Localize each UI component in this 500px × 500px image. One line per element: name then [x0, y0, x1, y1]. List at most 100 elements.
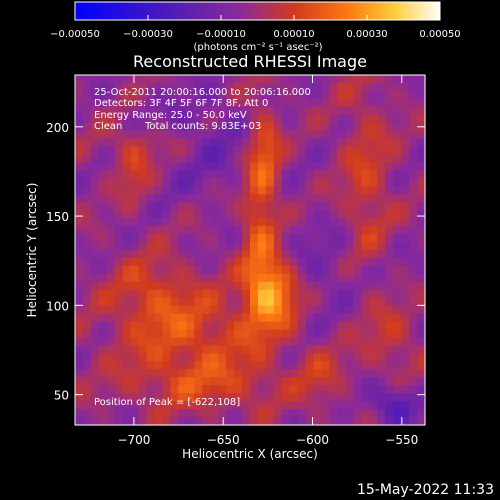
heatmap-cell: [202, 313, 211, 323]
heatmap-cell: [218, 242, 227, 251]
heatmap-cell: [297, 257, 307, 267]
heatmap-cell: [106, 98, 116, 108]
heatmap-cell: [138, 401, 148, 410]
heatmap-cell: [106, 202, 116, 211]
heatmap-cell: [162, 273, 172, 283]
heatmap-cell: [377, 337, 386, 347]
heatmap-cell: [329, 377, 339, 386]
heatmap-cell: [297, 385, 307, 394]
heatmap-cell: [393, 401, 402, 410]
heatmap-cell: [242, 273, 251, 283]
heatmap-cell: [289, 369, 299, 378]
heatmap-cell: [106, 210, 116, 219]
heatmap-cell: [385, 210, 394, 219]
heatmap-cell: [257, 130, 267, 140]
heatmap-cell: [114, 353, 124, 362]
heatmap-cell: [162, 353, 172, 362]
heatmap-cell: [409, 273, 418, 283]
heatmap-cell: [345, 257, 354, 267]
heatmap-cell: [393, 202, 402, 211]
heatmap-cell: [369, 210, 378, 219]
heatmap-cell: [321, 210, 331, 219]
heatmap-cell: [194, 321, 203, 331]
heatmap-cell: [337, 329, 347, 339]
heatmap-cell: [82, 122, 92, 132]
heatmap-cell: [210, 361, 219, 370]
heatmap-cell: [130, 409, 140, 418]
heatmap-cell: [409, 345, 418, 354]
heatmap-cell: [162, 297, 172, 307]
heatmap-cell: [273, 194, 283, 203]
heatmap-cell: [138, 154, 148, 164]
heatmap-cell: [329, 242, 339, 251]
heatmap-cell: [265, 98, 275, 108]
heatmap-cell: [250, 234, 259, 243]
heatmap-cell: [385, 162, 394, 172]
heatmap-cell: [289, 194, 299, 203]
heatmap-cell: [401, 377, 410, 386]
heatmap-cell: [385, 202, 394, 211]
heatmap-cell: [82, 313, 92, 323]
heatmap-cell: [401, 202, 410, 211]
heatmap-cell: [321, 186, 331, 195]
heatmap-cell: [234, 146, 243, 156]
heatmap-cell: [122, 98, 132, 108]
heatmap-cell: [289, 289, 299, 299]
heatmap-cell: [210, 106, 219, 116]
heatmap-cell: [393, 106, 402, 116]
heatmap-cell: [130, 194, 140, 203]
heatmap-cell: [329, 202, 339, 211]
heatmap-cell: [146, 90, 156, 100]
heatmap-cell: [273, 329, 283, 339]
heatmap-cell: [186, 186, 195, 195]
heatmap-cell: [210, 146, 219, 156]
heatmap-cell: [377, 186, 386, 195]
heatmap-cell: [305, 210, 315, 219]
heatmap-cell: [130, 154, 140, 164]
heatmap-cell: [202, 409, 211, 418]
heatmap-cell: [194, 345, 203, 354]
heatmap-cell: [130, 234, 140, 243]
heatmap-cell: [313, 130, 323, 140]
heatmap-cell: [226, 257, 235, 267]
colorbar: [74, 1, 441, 21]
heatmap-cell: [417, 393, 426, 402]
heatmap-cell: [194, 417, 203, 426]
heatmap-cell: [90, 242, 100, 251]
heatmap-cell: [321, 305, 331, 315]
heatmap-cell: [75, 114, 84, 124]
heatmap-cell: [361, 202, 370, 211]
heatmap-cell: [321, 257, 331, 267]
heatmap-cell: [82, 409, 92, 418]
heatmap-cell: [361, 162, 370, 172]
heatmap-cell: [345, 114, 354, 124]
heatmap-cell: [226, 409, 235, 418]
heatmap-cell: [202, 321, 211, 331]
heatmap-cell: [82, 130, 92, 140]
heatmap-cell: [305, 234, 315, 243]
heatmap-cell: [226, 321, 235, 331]
heatmap-cell: [353, 138, 362, 148]
heatmap-cell: [313, 226, 323, 235]
heatmap-cell: [114, 305, 124, 315]
heatmap-cell: [146, 138, 156, 148]
heatmap-cell: [369, 242, 378, 251]
heatmap-cell: [114, 202, 124, 211]
heatmap-cell: [353, 409, 362, 418]
heatmap-cell: [417, 345, 426, 354]
heatmap-cell: [401, 369, 410, 378]
heatmap-cell: [369, 401, 378, 410]
heatmap-cell: [242, 417, 251, 426]
heatmap-cell: [226, 98, 235, 108]
heatmap-cell: [186, 234, 195, 243]
heatmap-cell: [257, 178, 267, 187]
heatmap-cell: [178, 353, 187, 362]
heatmap-cell: [218, 329, 227, 339]
heatmap-cell: [146, 242, 156, 251]
heatmap-cell: [170, 130, 179, 140]
heatmap-cell: [361, 138, 370, 148]
heatmap-cell: [154, 114, 164, 124]
heatmap-cell: [170, 178, 179, 187]
heatmap-cell: [305, 146, 315, 156]
heatmap-cell: [281, 170, 291, 179]
